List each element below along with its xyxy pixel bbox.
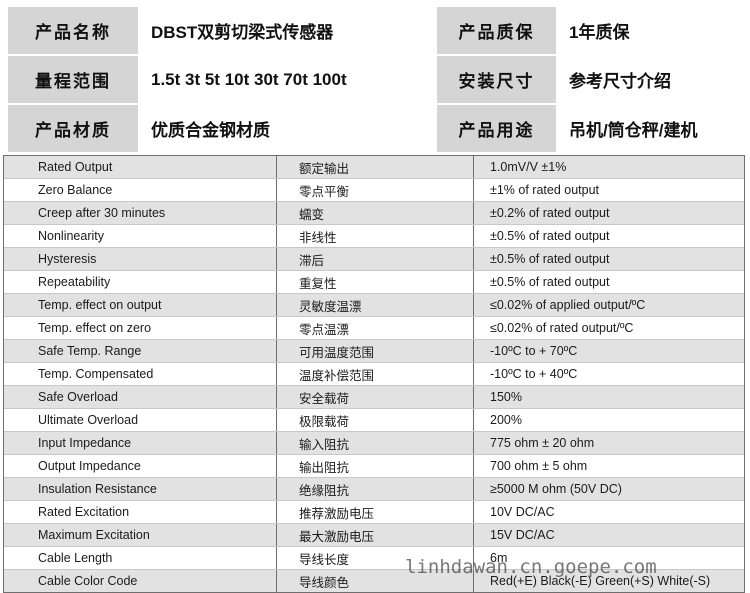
table-row: Repeatability 重复性 ±0.5% of rated output xyxy=(4,270,744,294)
spec-label-cn: 输出阻抗 xyxy=(276,454,474,478)
spec-value: ±0.5% of rated output xyxy=(473,224,744,248)
spec-value: 200% xyxy=(473,408,744,432)
spec-value: -10ºC to + 70ºC xyxy=(473,339,744,363)
spec-label-en: Input Impedance xyxy=(4,431,277,455)
spec-value: ±1% of rated output xyxy=(473,178,744,202)
product-header-row: 产品材质 优质合金钢材质 产品用途 吊机/筒仓秤/建机 xyxy=(7,103,744,154)
product-header-value-right: 吊机/筒仓秤/建机 xyxy=(556,103,744,154)
spec-label-en: Temp. effect on output xyxy=(4,293,277,317)
table-row: Rated Excitation 推荐激励电压 10V DC/AC xyxy=(4,500,744,524)
spec-value: 700 ohm ± 5 ohm xyxy=(473,454,744,478)
spec-label-cn: 零点温漂 xyxy=(276,316,474,340)
spec-value: 775 ohm ± 20 ohm xyxy=(473,431,744,455)
spec-label-en: Cable Length xyxy=(4,546,277,570)
spec-label-en: Insulation Resistance xyxy=(4,477,277,501)
spec-value: ±0.2% of rated output xyxy=(473,201,744,225)
spec-label-en: Cable Color Code xyxy=(4,569,277,592)
product-header-value-left: 优质合金钢材质 xyxy=(138,103,437,154)
table-row: Nonlinearity 非线性 ±0.5% of rated output xyxy=(4,224,744,248)
spec-label-cn: 重复性 xyxy=(276,270,474,294)
table-row: Cable Color Code 导线颜色 Red(+E) Black(-E) Gr… xyxy=(4,569,744,592)
table-row: Creep after 30 minutes 蠕变 ±0.2% of rated o… xyxy=(4,201,744,225)
specification-table: Rated Output 额定输出 1.0mV/V ±1% Zero Balance 零… xyxy=(4,156,744,592)
spec-value: ≤0.02% of applied output/ºC xyxy=(473,293,744,317)
table-row: Rated Output 额定输出 1.0mV/V ±1% xyxy=(4,156,744,179)
spec-value: 1.0mV/V ±1% xyxy=(473,156,744,179)
spec-label-en: Temp. effect on zero xyxy=(4,316,277,340)
spec-label-cn: 滞后 xyxy=(276,247,474,271)
product-header-label-left: 产品材质 xyxy=(7,103,139,154)
spec-label-en: Creep after 30 minutes xyxy=(4,201,277,225)
spec-value: 150% xyxy=(473,385,744,409)
spec-label-en: Safe Temp. Range xyxy=(4,339,277,363)
spec-value: 6m xyxy=(473,546,744,570)
spec-label-en: Repeatability xyxy=(4,270,277,294)
table-row: Temp. Compensated 温度补偿范围 -10ºC to + 40ºC xyxy=(4,362,744,386)
spec-value: ≤0.02% of rated output/ºC xyxy=(473,316,744,340)
spec-label-en: Safe Overload xyxy=(4,385,277,409)
spec-label-cn: 导线长度 xyxy=(276,546,474,570)
spec-label-cn: 安全载荷 xyxy=(276,385,474,409)
spec-label-cn: 零点平衡 xyxy=(276,178,474,202)
spec-label-en: Zero Balance xyxy=(4,178,277,202)
product-header-label-right: 安装尺寸 xyxy=(436,54,557,105)
spec-value: 10V DC/AC xyxy=(473,500,744,524)
table-row: Hysteresis 滞后 ±0.5% of rated output xyxy=(4,247,744,271)
spec-label-cn: 极限载荷 xyxy=(276,408,474,432)
table-row: Temp. effect on output 灵敏度温漂 ≤0.02% of app… xyxy=(4,293,744,317)
spec-label-en: Maximum Excitation xyxy=(4,523,277,547)
product-header-value-right: 1年质保 xyxy=(556,5,744,56)
table-row: Output Impedance 输出阻抗 700 ohm ± 5 ohm xyxy=(4,454,744,478)
product-header-label-left: 产品名称 xyxy=(7,5,139,56)
table-row: Temp. effect on zero 零点温漂 ≤0.02% of rated … xyxy=(4,316,744,340)
table-row: Maximum Excitation 最大激励电压 15V DC/AC xyxy=(4,523,744,547)
spec-label-cn: 灵敏度温漂 xyxy=(276,293,474,317)
spec-label-cn: 可用温度范围 xyxy=(276,339,474,363)
spec-label-cn: 最大激励电压 xyxy=(276,523,474,547)
spec-label-cn: 绝缘阻抗 xyxy=(276,477,474,501)
table-row: Ultimate Overload 极限载荷 200% xyxy=(4,408,744,432)
spec-value: 15V DC/AC xyxy=(473,523,744,547)
spec-value: ±0.5% of rated output xyxy=(473,247,744,271)
spec-value: Red(+E) Black(-E) Green(+S) White(-S) xyxy=(473,569,744,592)
spec-label-cn: 蠕变 xyxy=(276,201,474,225)
spec-label-cn: 推荐激励电压 xyxy=(276,500,474,524)
product-header-value-right: 参考尺寸介绍 xyxy=(556,54,744,105)
spec-label-cn: 导线颜色 xyxy=(276,569,474,592)
product-header-value-left: DBST双剪切梁式传感器 xyxy=(138,5,437,56)
product-header-label-right: 产品质保 xyxy=(436,5,557,56)
table-row: Insulation Resistance 绝缘阻抗 ≥5000 M ohm (50… xyxy=(4,477,744,501)
specification-table-wrapper: Rated Output 额定输出 1.0mV/V ±1% Zero Balance 零… xyxy=(3,155,745,593)
spec-label-en: Rated Output xyxy=(4,156,277,179)
table-row: Safe Overload 安全载荷 150% xyxy=(4,385,744,409)
spec-label-en: Nonlinearity xyxy=(4,224,277,248)
table-row: Safe Temp. Range 可用温度范围 -10ºC to + 70ºC xyxy=(4,339,744,363)
spec-label-en: Output Impedance xyxy=(4,454,277,478)
spec-value: ±0.5% of rated output xyxy=(473,270,744,294)
spec-label-en: Temp. Compensated xyxy=(4,362,277,386)
table-row: Cable Length 导线长度 6m xyxy=(4,546,744,570)
product-header-row: 量程范围 1.5t 3t 5t 10t 30t 70t 100t 安装尺寸 参考尺寸介… xyxy=(7,54,744,105)
product-header-row: 产品名称 DBST双剪切梁式传感器 产品质保 1年质保 xyxy=(7,5,744,56)
spec-label-cn: 温度补偿范围 xyxy=(276,362,474,386)
spec-value: ≥5000 M ohm (50V DC) xyxy=(473,477,744,501)
product-header-label-left: 量程范围 xyxy=(7,54,139,105)
product-header-table: 产品名称 DBST双剪切梁式传感器 产品质保 1年质保 量程范围 1.5t 3t 5t 1… xyxy=(7,5,744,154)
spec-label-en: Ultimate Overload xyxy=(4,408,277,432)
spec-label-en: Rated Excitation xyxy=(4,500,277,524)
spec-label-cn: 非线性 xyxy=(276,224,474,248)
spec-label-en: Hysteresis xyxy=(4,247,277,271)
table-row: Input Impedance 输入阻抗 775 ohm ± 20 ohm xyxy=(4,431,744,455)
table-row: Zero Balance 零点平衡 ±1% of rated output xyxy=(4,178,744,202)
product-header-label-right: 产品用途 xyxy=(436,103,557,154)
spec-value: -10ºC to + 40ºC xyxy=(473,362,744,386)
product-header-value-left: 1.5t 3t 5t 10t 30t 70t 100t xyxy=(138,54,437,105)
spec-label-cn: 额定输出 xyxy=(276,156,474,179)
spec-label-cn: 输入阻抗 xyxy=(276,431,474,455)
